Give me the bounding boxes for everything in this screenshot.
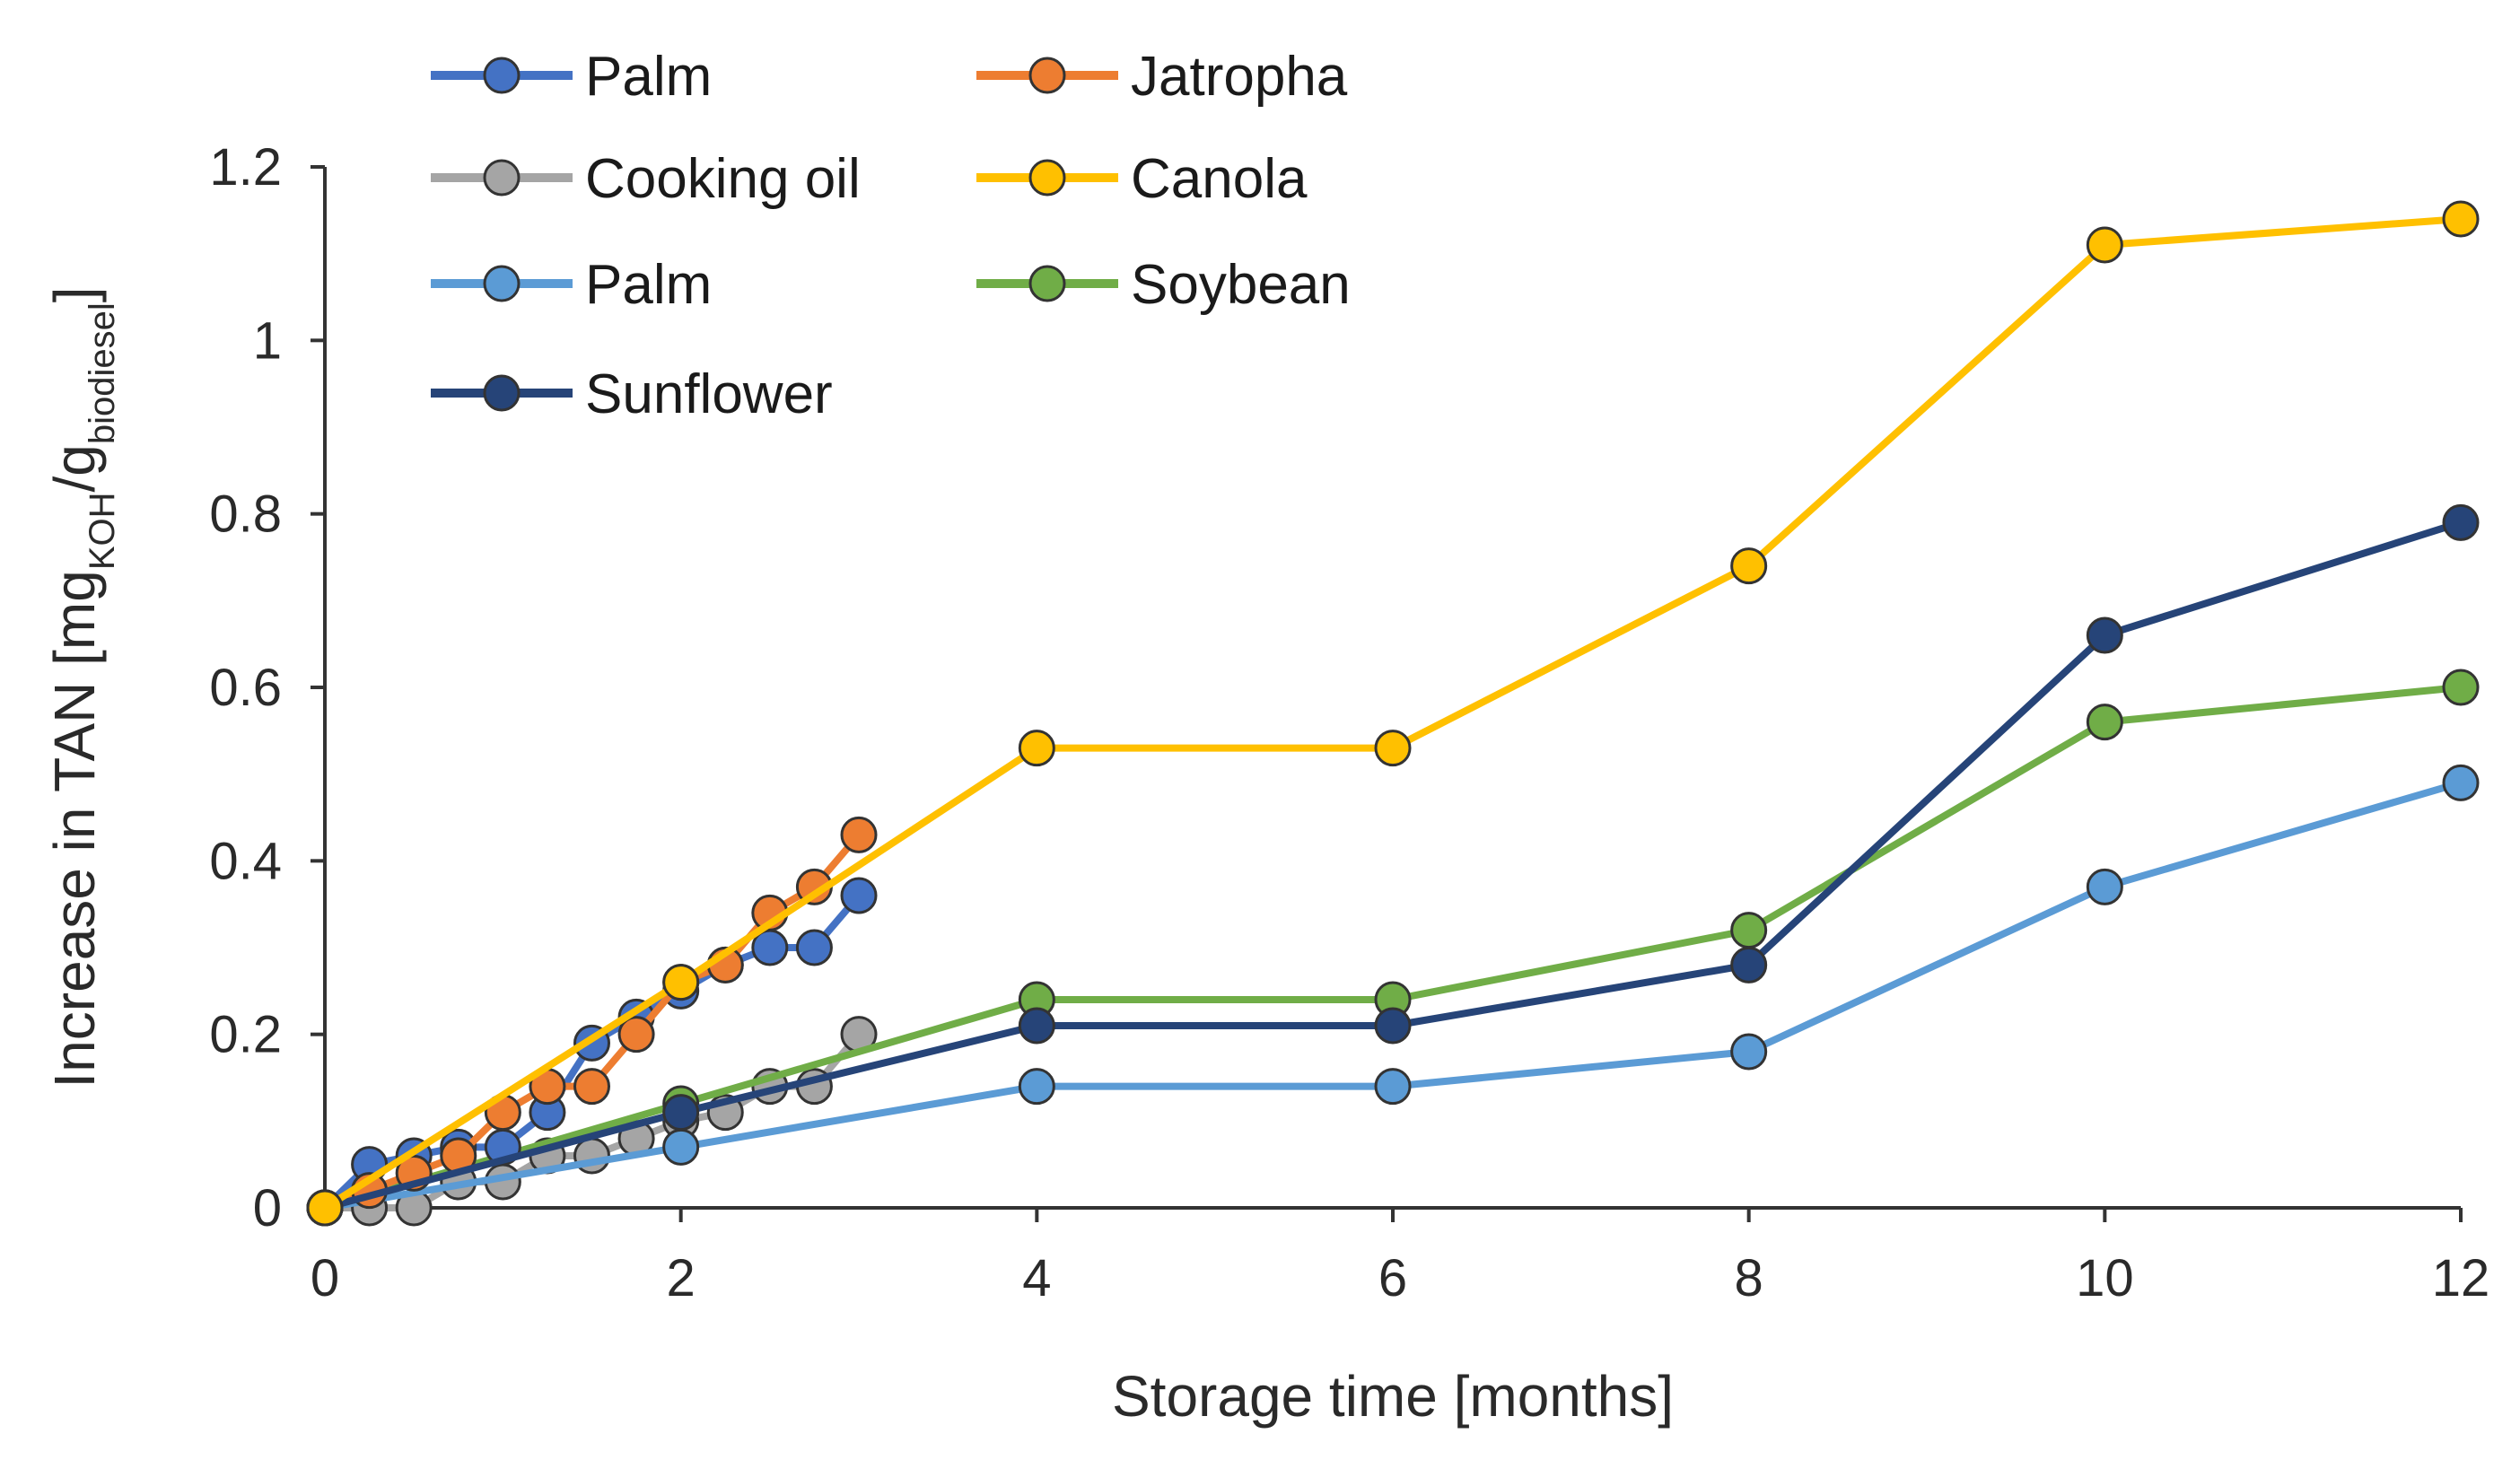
data-point [2086, 704, 2123, 741]
legend-marker [1028, 57, 1066, 94]
data-point [2442, 503, 2480, 541]
data-point [2442, 200, 2480, 238]
data-point [840, 816, 878, 853]
data-point [1018, 1007, 1055, 1045]
legend-label: Palm [585, 254, 712, 316]
series-lines [306, 200, 2480, 1227]
data-point [2086, 868, 2123, 905]
legend-marker [483, 374, 521, 412]
data-point [795, 929, 833, 966]
data-point [662, 964, 700, 1001]
data-point [1730, 547, 1768, 585]
y-axis-title-mid: /g [42, 444, 107, 492]
x-tick-label: 8 [1735, 1249, 1763, 1307]
legend-label: Jatropha [1131, 46, 1348, 108]
legend-item: Soybean [976, 254, 1351, 316]
y-axis-title-sub2: biodiesel [83, 302, 122, 444]
x-tick-label: 12 [2432, 1249, 2490, 1307]
data-point [573, 1068, 610, 1106]
data-point [662, 1094, 700, 1132]
y-axis-title: Increase in TAN [mgKOH/gbiodiesel] [42, 286, 122, 1088]
y-tick-label: 0.6 [209, 659, 282, 717]
data-point [1730, 946, 1768, 984]
axes [323, 167, 2461, 1210]
y-tick-label: 0.8 [209, 485, 282, 544]
legend-item: Sunflower [431, 363, 833, 425]
legend-item: Cooking oil [431, 148, 861, 210]
data-point [2442, 764, 2480, 801]
data-point [306, 1189, 344, 1227]
legend-item: Palm [431, 254, 712, 316]
data-point [1018, 730, 1055, 767]
legend-label: Cooking oil [585, 148, 861, 210]
x-tick-label: 4 [1022, 1249, 1051, 1307]
series-canola-3 [306, 200, 2480, 1227]
y-tick-label: 0.4 [209, 832, 282, 890]
y-tick-label: 1 [253, 311, 282, 370]
data-point [1018, 1068, 1055, 1106]
data-point [840, 877, 878, 914]
y-axis-title-main: Increase in TAN [mg [42, 570, 107, 1088]
legend-marker [483, 265, 521, 302]
x-tick-label: 0 [311, 1249, 339, 1307]
data-point [617, 1016, 655, 1053]
x-axis-title: Storage time [months] [1112, 1364, 1674, 1429]
y-tick-label: 1.2 [209, 138, 282, 197]
legend-item: Jatropha [976, 46, 1348, 108]
y-tick-label: 0.2 [209, 1006, 282, 1064]
y-axis-title-end: ] [42, 286, 107, 302]
data-point [2086, 616, 2123, 654]
legend-label: Palm [585, 46, 712, 108]
data-point [1374, 1007, 1412, 1045]
legend-item: Palm [431, 46, 712, 108]
series-line [321, 519, 2464, 1211]
data-point [1374, 1068, 1412, 1106]
x-tick-label: 2 [667, 1249, 696, 1307]
legend: Palm Jatropha Cooking oil Canola Palm Soybean… [431, 46, 1351, 425]
legend-label: Sunflower [585, 363, 833, 425]
y-tick-label: 0 [253, 1179, 282, 1237]
data-point [1730, 912, 1768, 949]
data-point [2442, 669, 2480, 706]
legend-marker [1028, 159, 1066, 197]
legend-label: Canola [1131, 148, 1308, 210]
legend-label: Soybean [1131, 254, 1351, 316]
x-tick-label: 10 [2076, 1249, 2134, 1307]
y-axis-title-sub1: KOH [83, 492, 122, 570]
data-point [662, 1128, 700, 1166]
legend-marker [483, 57, 521, 94]
ticks: 0 0.2 0.4 0.6 0.8 1 1.2 0 2 4 6 8 10 12 [209, 138, 2489, 1307]
legend-item: Canola [976, 148, 1308, 210]
data-point [2086, 226, 2123, 264]
x-tick-label: 6 [1378, 1249, 1407, 1307]
legend-marker [483, 159, 521, 197]
data-point [1374, 730, 1412, 767]
data-point [1730, 1033, 1768, 1071]
legend-marker [1028, 265, 1066, 302]
